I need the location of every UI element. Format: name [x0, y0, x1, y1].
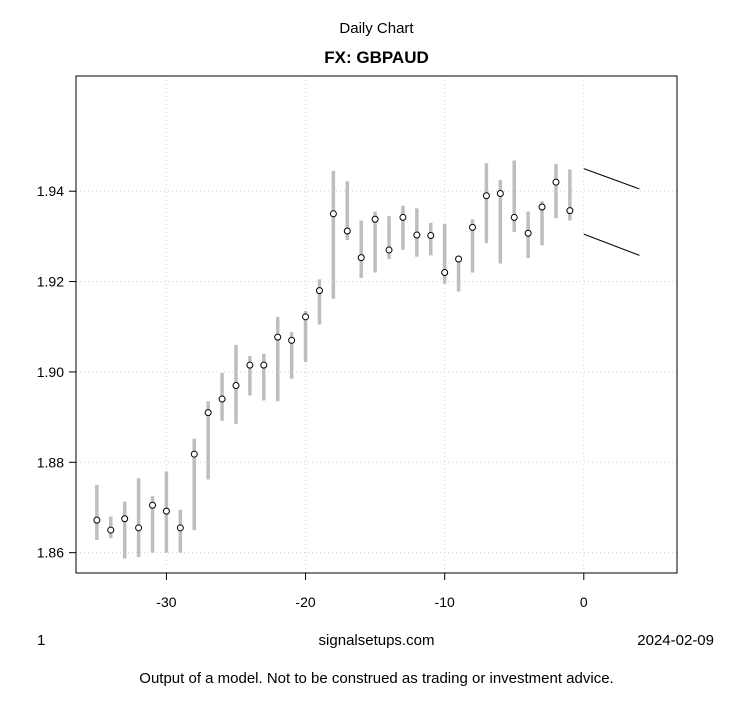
- footer-left-label: 1: [37, 632, 46, 649]
- chart-subtitle: Daily Chart: [339, 20, 414, 37]
- range-bars: [95, 160, 572, 559]
- close-marker: [107, 526, 115, 534]
- x-tick-label: -20: [295, 594, 315, 610]
- y-tick-label: 1.86: [37, 545, 64, 561]
- close-marker: [246, 361, 254, 369]
- x-tick-label: -30: [156, 594, 176, 610]
- close-marker: [427, 231, 435, 239]
- close-marker: [218, 395, 226, 403]
- close-marker: [468, 223, 476, 231]
- close-marker: [399, 213, 407, 221]
- footer-site-label: signalsetups.com: [318, 632, 435, 649]
- close-marker: [232, 381, 240, 389]
- close-marker: [329, 210, 337, 218]
- close-marker: [413, 231, 421, 239]
- close-markers: [93, 178, 574, 534]
- disclaimer-text: Output of a model. Not to be construed a…: [139, 670, 614, 687]
- y-tick-label: 1.92: [37, 274, 64, 290]
- close-marker: [552, 178, 560, 186]
- close-marker: [190, 450, 198, 458]
- chart-title: FX: GBPAUD: [324, 48, 429, 67]
- axes: -30 -20 -10 0 1.86 1.88 1.90 1.92 1.94: [37, 183, 588, 610]
- close-marker: [482, 192, 490, 200]
- close-marker: [93, 516, 101, 524]
- x-tick-label: -10: [435, 594, 455, 610]
- close-marker: [288, 336, 296, 344]
- close-marker: [315, 287, 323, 295]
- close-marker: [455, 255, 463, 263]
- close-marker: [441, 269, 449, 277]
- close-marker: [149, 501, 157, 509]
- forecast-line: [583, 233, 640, 256]
- close-marker: [204, 409, 212, 417]
- close-marker: [385, 246, 393, 254]
- close-marker: [176, 524, 184, 532]
- close-marker: [260, 361, 268, 369]
- close-marker: [162, 507, 170, 515]
- close-marker: [510, 213, 518, 221]
- forecast-line: [583, 168, 640, 190]
- x-tick-label: 0: [580, 594, 588, 610]
- close-marker: [371, 215, 379, 223]
- close-marker: [274, 333, 282, 341]
- forecast-lines: [583, 168, 640, 256]
- close-marker: [302, 313, 310, 321]
- close-marker: [135, 524, 143, 532]
- close-marker: [524, 229, 532, 237]
- close-marker: [121, 515, 129, 523]
- y-tick-label: 1.88: [37, 454, 64, 470]
- footer-date-label: 2024-02-09: [637, 632, 714, 649]
- close-marker: [566, 207, 574, 215]
- close-marker: [538, 203, 546, 211]
- close-marker: [496, 189, 504, 197]
- plot-frame: [75, 75, 678, 574]
- close-marker: [343, 227, 351, 235]
- y-tick-label: 1.90: [37, 364, 64, 380]
- y-tick-label: 1.94: [37, 183, 64, 199]
- close-marker: [357, 254, 365, 262]
